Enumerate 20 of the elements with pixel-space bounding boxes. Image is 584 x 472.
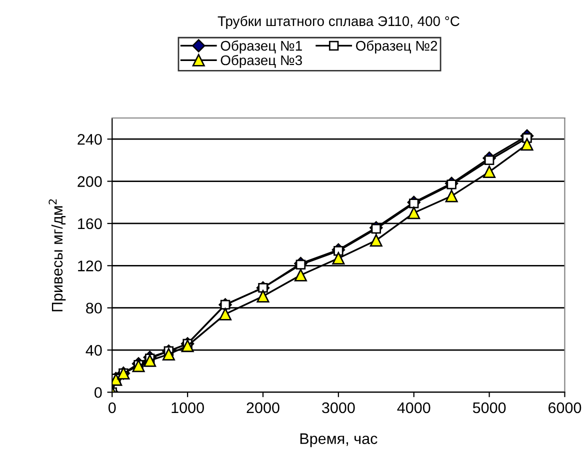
- x-tick-label: 4000: [397, 402, 430, 414]
- y-tick-label: 80: [86, 302, 102, 314]
- y-tick-label: 240: [78, 134, 102, 145]
- x-tick-label: 0: [108, 402, 116, 414]
- y-tick-label: 120: [78, 260, 102, 272]
- legend-label: Образец №1: [220, 40, 302, 54]
- x-tick-label: 5000: [472, 402, 506, 414]
- y-tick-label: 0: [94, 387, 102, 398]
- x-axis-title: Время, час: [300, 433, 378, 448]
- x-tick-label: 1000: [172, 402, 204, 414]
- x-tick-label: 3000: [322, 402, 355, 414]
- x-tick-label: 6000: [548, 402, 582, 414]
- legend-label: Образец №3: [220, 54, 302, 68]
- y-tick-label: 40: [86, 344, 102, 356]
- y-tick-label: 200: [78, 176, 102, 187]
- x-tick-label: 2000: [246, 402, 280, 414]
- legend-label: Образец №2: [356, 40, 438, 54]
- chart-title: Трубки штатного сплава Э110, 400 °C: [218, 16, 460, 29]
- y-axis-title: Привесы мг/дм$^{2}$: [48, 199, 66, 312]
- y-tick-label: 160: [78, 218, 102, 230]
